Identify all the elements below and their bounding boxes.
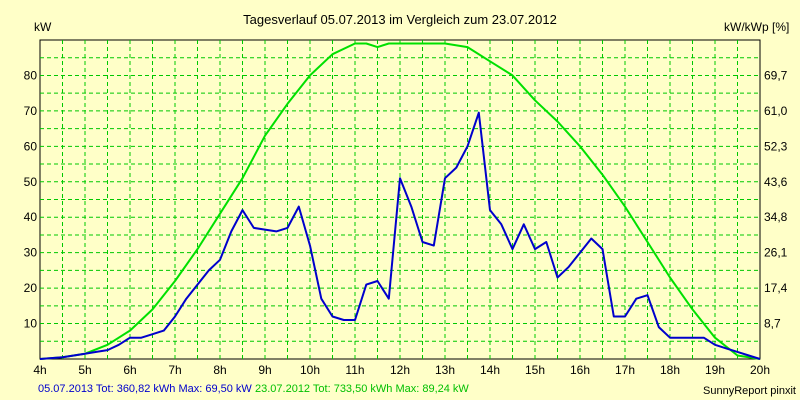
x-tick-label: 10h: [300, 363, 320, 377]
y-left-unit: kW: [34, 20, 52, 34]
chart-title: Tagesverlauf 05.07.2013 im Vergleich zum…: [243, 12, 557, 27]
x-tick-label: 19h: [705, 363, 725, 377]
x-tick-label: 4h: [33, 363, 46, 377]
y-right-tick-label: 34,8: [764, 210, 788, 224]
x-tick-label: 6h: [123, 363, 136, 377]
y-left-tick-label: 50: [24, 175, 38, 189]
x-tick-label: 9h: [258, 363, 271, 377]
legend-2013-summary: 05.07.2013 Tot: 360,82 kWh Max: 69,50 kW: [38, 383, 252, 395]
x-tick-label: 11h: [345, 363, 364, 377]
x-tick-label: 7h: [168, 363, 181, 377]
x-tick-label: 13h: [435, 363, 455, 377]
y-right-tick-label: 52,3: [764, 139, 788, 153]
series-line-2013: [39, 111, 761, 360]
y-left-tick-label: 10: [24, 317, 38, 331]
y-right-tick-label: 26,1: [764, 246, 788, 260]
x-tick-label: 14h: [480, 363, 500, 377]
x-tick-label: 15h: [525, 363, 545, 377]
y-right-tick-label: 61,0: [764, 104, 788, 118]
y-right-unit: kW/kWp [%]: [724, 20, 789, 34]
legend-2012-summary: 23.07.2012 Tot: 733,50 kWh Max: 89,24 kW: [255, 383, 469, 395]
y-left-tick-label: 60: [24, 139, 38, 153]
y-right-tick-label: 17,4: [764, 281, 788, 295]
x-tick-label: 5h: [78, 363, 91, 377]
x-tick-label: 18h: [660, 363, 680, 377]
tick-labels: 4h 5h 6h 7h 8h 9h 10h 11h 12h 13h 14h 15h 16h 17h 18h 1…: [24, 68, 788, 377]
y-right-tick-label: 43,6: [764, 175, 788, 189]
x-tick-label: 16h: [570, 363, 590, 377]
y-right-tick-label: 8,7: [764, 317, 781, 331]
x-tick-label: 20h: [750, 363, 770, 377]
credit-label: SunnyReport pinxit: [703, 385, 796, 397]
x-tick-label: 12h: [390, 363, 410, 377]
grid: [40, 40, 760, 359]
y-left-tick-label: 40: [24, 210, 38, 224]
x-tick-label: 8h: [213, 363, 226, 377]
y-left-tick-label: 70: [24, 104, 38, 118]
y-left-tick-label: 20: [24, 281, 38, 295]
y-left-tick-label: 30: [24, 246, 38, 260]
series-line-2012: [39, 42, 761, 360]
y-right-tick-label: 69,7: [764, 68, 788, 82]
x-tick-label: 17h: [615, 363, 635, 377]
y-left-tick-label: 80: [24, 68, 38, 82]
series-layer: [39, 42, 761, 360]
